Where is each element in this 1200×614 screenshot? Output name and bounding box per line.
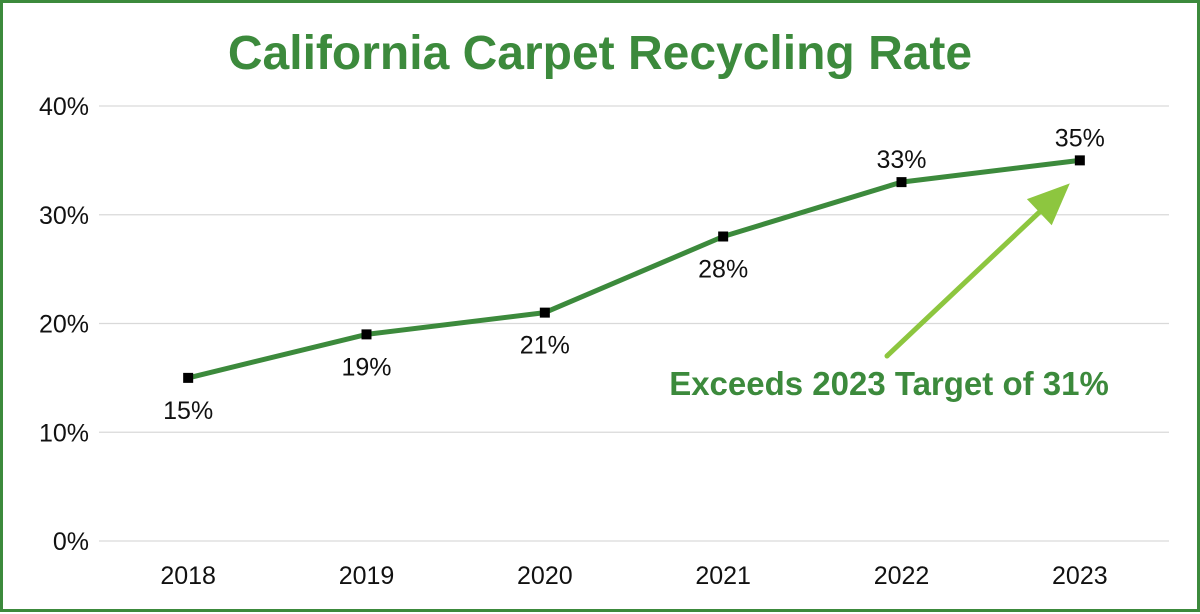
data-point [896,177,907,188]
x-tick-label: 2019 [339,562,395,590]
x-axis-tick-labels: 2018 2019 2020 2021 2022 2023 [160,562,1107,590]
data-label: 19% [341,353,391,381]
data-labels: 15% 19% 21% 28% 33% 35% [163,124,1105,425]
data-label: 35% [1055,124,1105,152]
data-point [1074,155,1085,166]
x-tick-label: 2023 [1052,562,1108,590]
chart-title: California Carpet Recycling Rate [228,27,972,80]
annotation: Exceeds 2023 Target of 31% [669,183,1109,402]
data-label: 15% [163,397,213,425]
data-label: 33% [876,146,926,174]
series-rate [183,155,1085,383]
x-tick-label: 2020 [517,562,573,590]
y-axis-tick-labels: 0% 10% 20% 30% 40% [39,93,89,556]
gridlines [99,105,1169,542]
y-tick-label: 10% [39,419,89,447]
y-tick-label: 30% [39,202,89,230]
line-chart: California Carpet Recycling Rate 0% 10% 20… [39,27,1169,590]
annotation-text: Exceeds 2023 Target of 31% [669,365,1109,402]
y-tick-label: 20% [39,311,89,339]
annotation-arrow-head [1026,183,1070,226]
series-line [185,157,1083,381]
x-tick-label: 2021 [695,562,751,590]
x-tick-label: 2022 [874,562,930,590]
data-point [718,231,729,242]
annotation-arrow-shaft [884,207,1045,359]
data-point [183,372,194,383]
data-point [361,329,372,340]
data-label: 28% [698,256,748,284]
data-label: 21% [520,332,570,360]
x-tick-label: 2018 [160,562,216,590]
data-point [539,307,550,318]
y-tick-label: 40% [39,93,89,121]
y-tick-label: 0% [53,528,89,556]
